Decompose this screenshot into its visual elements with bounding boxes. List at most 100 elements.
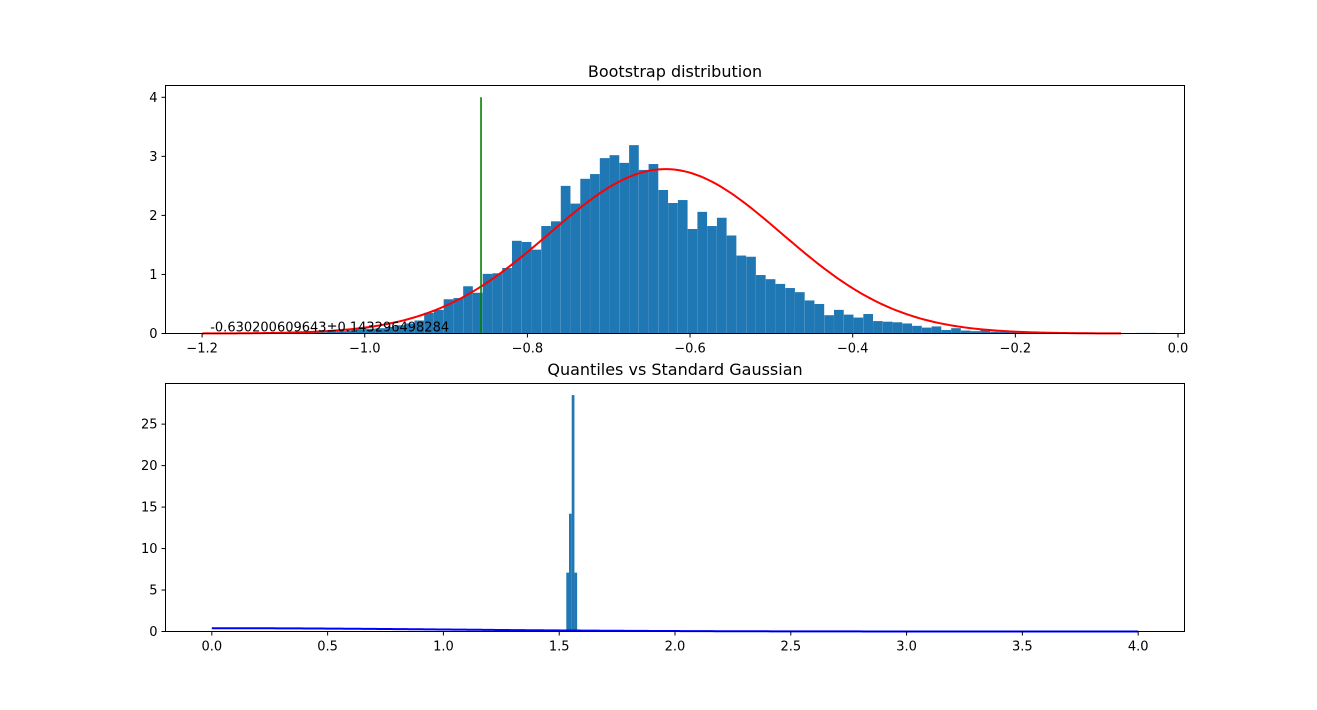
histogram-bar <box>414 320 425 334</box>
histogram-bar <box>346 330 356 334</box>
histogram-bar <box>316 332 327 334</box>
bootstrap-y-axis: 0 1 2 3 4 <box>149 91 166 342</box>
histogram-bar <box>882 321 893 334</box>
histogram-bar <box>892 322 903 334</box>
histogram-bar <box>716 217 727 334</box>
x-tick-label: −0.2 <box>1000 342 1032 357</box>
histogram-bar <box>668 203 678 334</box>
bootstrap-x-axis: −1.2 −1.0 −0.8 −0.6 −0.4 −0.2 0.0 <box>186 333 1189 357</box>
x-tick-label: 1.5 <box>549 640 570 655</box>
histogram-bar <box>794 292 805 334</box>
x-tick-label: 1.0 <box>433 640 454 655</box>
y-tick-label: 15 <box>141 501 158 516</box>
histogram-bar <box>814 303 825 334</box>
histogram-bar <box>551 221 561 334</box>
gaussian-fit-curve <box>202 168 1122 335</box>
histogram-bar <box>746 256 756 334</box>
x-tick-label: −1.2 <box>186 342 218 357</box>
histogram-bar <box>658 190 669 334</box>
histogram-bar <box>960 330 971 334</box>
histogram-bar <box>560 185 571 334</box>
histogram-bar <box>463 286 473 334</box>
histogram-bar <box>569 513 572 632</box>
bootstrap-plot-frame <box>165 85 1185 334</box>
histogram-bar <box>433 309 444 334</box>
histogram-bar <box>472 292 483 334</box>
histogram-bar <box>990 331 1000 334</box>
x-tick-label: −0.8 <box>512 342 544 357</box>
histogram-bar <box>931 326 942 334</box>
histogram-bar <box>785 288 795 334</box>
histogram-bar <box>541 226 551 334</box>
histogram-bar <box>424 312 434 334</box>
histogram-bar <box>590 174 600 334</box>
histogram-bar <box>566 572 570 632</box>
quantiles-plot-title: Quantiles vs Standard Gaussian <box>547 360 802 379</box>
x-tick-label: −0.6 <box>674 342 706 357</box>
histogram-bar <box>394 325 405 334</box>
histogram-bar <box>687 228 698 334</box>
histogram-bar <box>853 317 864 334</box>
histogram-bar <box>697 211 708 334</box>
bootstrap-histogram-bars <box>209 145 1156 334</box>
histogram-bar <box>755 275 766 334</box>
histogram-bar <box>951 328 961 334</box>
y-tick-label: 25 <box>141 418 158 433</box>
histogram-bar <box>999 331 1010 334</box>
y-tick-label: 0 <box>149 625 157 640</box>
histogram-bar <box>375 328 386 334</box>
histogram-bar <box>580 178 590 334</box>
x-tick-label: 2.0 <box>665 640 686 655</box>
histogram-bar <box>365 328 376 334</box>
histogram-bar <box>843 314 854 334</box>
mean-std-annotation: -0.630200609643±0.143296498284 <box>210 321 449 336</box>
y-tick-label: 10 <box>141 542 158 557</box>
histogram-bar <box>902 323 913 334</box>
histogram-bar <box>921 327 932 334</box>
histogram-bar <box>404 323 415 334</box>
x-tick-label: 0.0 <box>201 640 222 655</box>
quantiles-histogram-bars <box>566 395 578 632</box>
histogram-bar <box>970 331 981 334</box>
histogram-bar <box>609 155 620 334</box>
histogram-bar <box>941 329 952 334</box>
y-tick-label: 4 <box>149 91 157 106</box>
histogram-bar <box>863 314 873 334</box>
histogram-bar <box>619 162 630 334</box>
histogram-bar <box>336 331 347 334</box>
histogram-bar <box>834 309 844 334</box>
y-tick-label: 1 <box>149 268 157 283</box>
x-tick-label: 3.5 <box>1012 640 1033 655</box>
histogram-bar <box>726 235 737 334</box>
x-tick-label: 0.5 <box>317 640 338 655</box>
histogram-bar <box>599 158 610 334</box>
histogram-bar <box>736 255 747 334</box>
y-tick-label: 3 <box>149 150 157 165</box>
x-tick-label: −0.4 <box>837 342 869 357</box>
histogram-bar <box>707 226 717 334</box>
y-tick-label: 5 <box>149 584 157 599</box>
bootstrap-plot-title: Bootstrap distribution <box>588 62 762 81</box>
histogram-bar <box>385 327 395 334</box>
histogram-bar <box>574 572 578 632</box>
quantiles-x-axis: 0.0 0.5 1.0 1.5 2.0 2.5 3.0 3.5 4.0 <box>201 631 1149 655</box>
histogram-bar <box>511 240 522 334</box>
histogram-bar <box>804 300 815 334</box>
histogram-bar <box>571 395 575 632</box>
histogram-bar <box>765 279 776 334</box>
x-tick-label: 0.0 <box>1168 342 1189 357</box>
histogram-bar <box>326 331 337 334</box>
x-tick-label: 4.0 <box>1128 640 1149 655</box>
quantiles-y-axis: 0 5 10 15 20 25 <box>141 418 166 640</box>
histogram-bar <box>531 249 542 334</box>
x-tick-label: 3.0 <box>896 640 917 655</box>
quantiles-plot: Quantiles vs Standard Gaussian 0.0 0.5 1.0… <box>141 360 1185 655</box>
y-tick-label: 20 <box>141 459 158 474</box>
histogram-bar <box>482 273 493 334</box>
histogram-bar <box>443 299 454 334</box>
y-tick-label: 2 <box>149 209 157 224</box>
histogram-bar <box>629 145 639 334</box>
histogram-bar <box>638 169 649 334</box>
